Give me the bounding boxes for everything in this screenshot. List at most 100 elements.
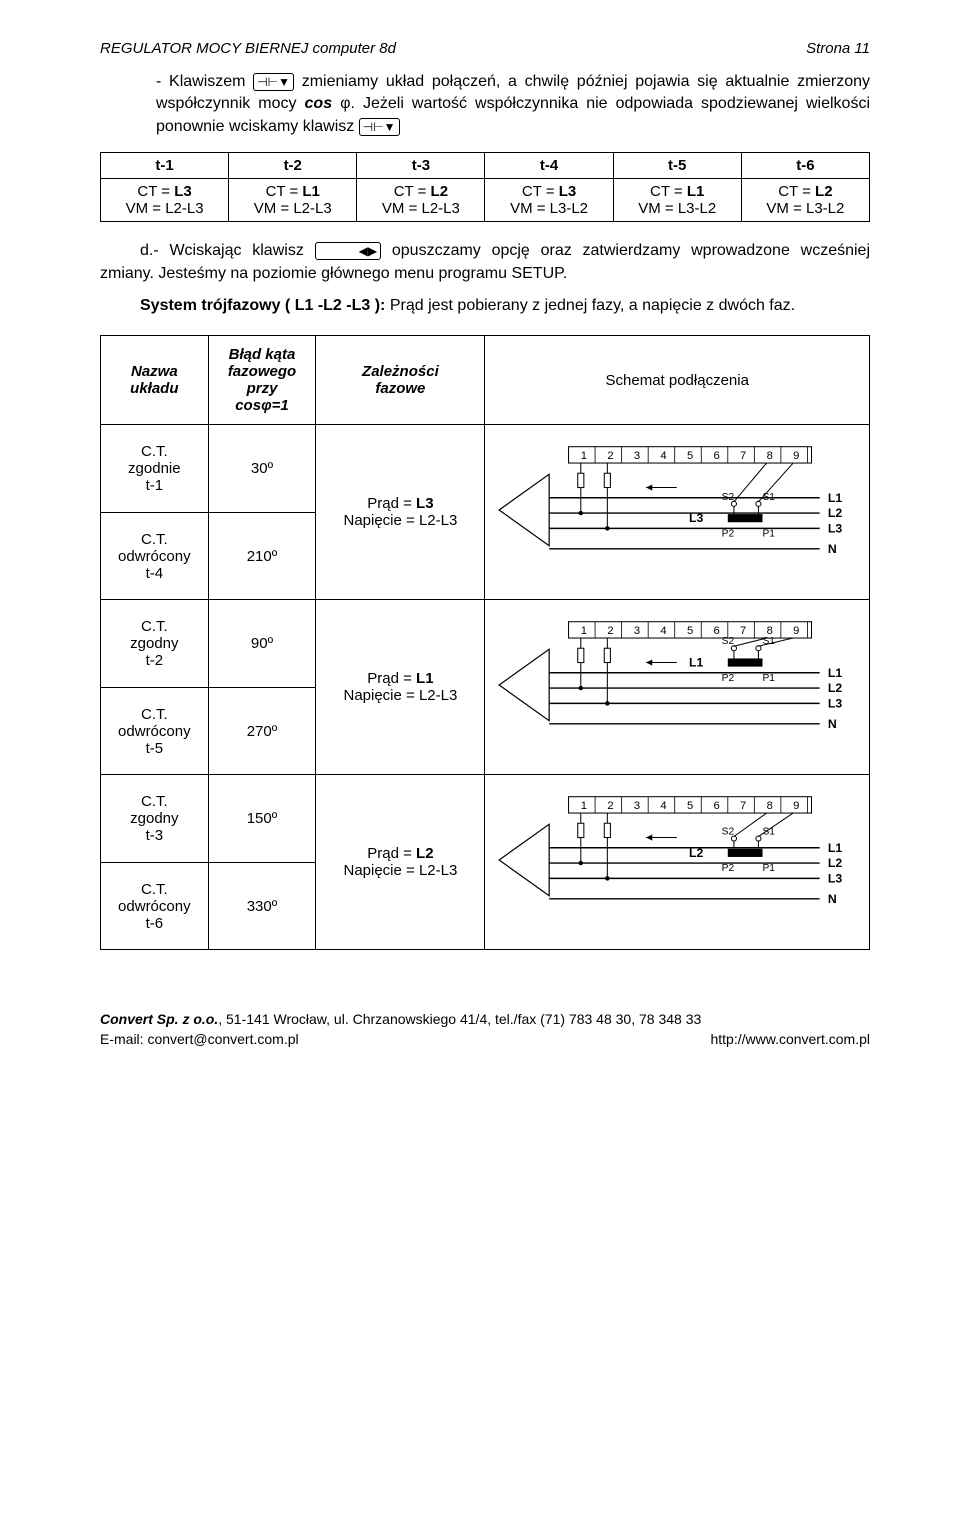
svg-text:4: 4 <box>661 625 667 637</box>
cell-schematic: 123456789L1L2L3NL3S2S1P2P1 <box>485 425 870 600</box>
svg-text:6: 6 <box>714 625 720 637</box>
cell: CT = L1 VM = L2-L3 <box>229 179 357 222</box>
th-t5: t-5 <box>613 153 741 179</box>
cell-ct: CT = L1 <box>235 183 350 200</box>
cell-name-b: C.T. odwrócony t-5 <box>101 687 209 775</box>
key-icon-3: ◀▶ <box>315 242 381 260</box>
lb: L1 <box>416 670 434 687</box>
svg-text:7: 7 <box>741 625 747 637</box>
cell-name-a: C.T. zgodnie t-1 <box>101 425 209 513</box>
l: Prąd = <box>367 845 416 862</box>
svg-text:8: 8 <box>767 800 773 812</box>
table-row: Nazwa układu Błąd kąta fazowego przy cos… <box>101 336 870 425</box>
svg-text:1: 1 <box>581 625 587 637</box>
page-header: REGULATOR MOCY BIERNEJ computer 8d Stron… <box>100 40 870 57</box>
l: Prąd = <box>367 495 416 512</box>
th-l2: układu <box>130 380 178 397</box>
l: zgodny <box>130 810 178 827</box>
th-t1: t-1 <box>101 153 229 179</box>
svg-text:S1: S1 <box>763 637 776 648</box>
table-row: C.T. zgodny t-2 90º Prąd = L1 Napięcie =… <box>101 600 870 688</box>
svg-text:2: 2 <box>608 450 614 462</box>
lb: L3 <box>416 495 434 512</box>
cell-angle-a: 150º <box>208 775 316 863</box>
th-l3: przy <box>247 380 278 397</box>
p1-phi: φ. <box>332 95 363 112</box>
cell-schematic: 123456789L1L2L3NL1S2S1P2P1 <box>485 600 870 775</box>
l: Prąd = <box>367 670 416 687</box>
svg-text:L3: L3 <box>828 872 842 886</box>
cell-name-a: C.T. zgodny t-3 <box>101 775 209 863</box>
paragraph-3: System trójfazowy ( L1 -L2 -L3 ): Prąd j… <box>100 295 870 317</box>
cell-vm: VM = L3-L2 <box>620 200 735 217</box>
svg-text:L2: L2 <box>689 846 703 860</box>
cell-ct-b: L3 <box>559 183 577 200</box>
svg-text:8: 8 <box>767 625 773 637</box>
svg-text:P2: P2 <box>722 864 735 875</box>
cell-schematic: 123456789L1L2L3NL2S2S1P2P1 <box>485 775 870 950</box>
table-row: t-1 t-2 t-3 t-4 t-5 t-6 <box>101 153 870 179</box>
table-row: C.T. zgodnie t-1 30º Prąd = L3 Napięcie … <box>101 425 870 513</box>
l: t-6 <box>146 915 164 932</box>
schematic-diagram: 123456789L1L2L3NL1S2S1P2P1 <box>493 610 861 760</box>
cell-ct: CT = L1 <box>620 183 735 200</box>
l: t-3 <box>146 827 164 844</box>
svg-text:L2: L2 <box>828 506 842 520</box>
cell-rel: Prąd = L2 Napięcie = L2-L3 <box>316 775 485 950</box>
cell: CT = L2 VM = L3-L2 <box>741 179 869 222</box>
svg-text:P1: P1 <box>763 864 776 875</box>
svg-text:5: 5 <box>687 625 693 637</box>
cell-vm: VM = L2-L3 <box>107 200 222 217</box>
table-systems: Nazwa układu Błąd kąta fazowego przy cos… <box>100 335 870 950</box>
cell-vm: VM = L3-L2 <box>491 200 606 217</box>
th-schemat: Schemat podłączenia <box>485 336 870 425</box>
svg-text:6: 6 <box>714 800 720 812</box>
l: Napięcie = L2-L3 <box>343 512 457 529</box>
cell-ct: CT = L2 <box>748 183 863 200</box>
cell-vm: VM = L3-L2 <box>748 200 863 217</box>
cell-rel: Prąd = L1 Napięcie = L2-L3 <box>316 600 485 775</box>
cell: CT = L3 VM = L2-L3 <box>101 179 229 222</box>
key-icon-1: ⊣⊢▼ <box>253 73 294 91</box>
cell: CT = L1 VM = L3-L2 <box>613 179 741 222</box>
lb: L2 <box>416 845 434 862</box>
footer-email: E-mail: convert@convert.com.pl <box>100 1030 299 1050</box>
svg-text:2: 2 <box>608 800 614 812</box>
table-row: C.T. zgodny t-3 150º Prąd = L2 Napięcie … <box>101 775 870 863</box>
l: C.T. <box>141 881 168 898</box>
cell-angle-b: 270º <box>208 687 316 775</box>
cell-ct-b: L1 <box>302 183 320 200</box>
th-nazwa: Nazwa układu <box>101 336 209 425</box>
footer: Convert Sp. z o.o., 51-141 Wrocław, ul. … <box>100 1010 870 1049</box>
svg-text:9: 9 <box>794 450 800 462</box>
svg-text:N: N <box>828 717 837 731</box>
l: t-1 <box>146 477 164 494</box>
cell: CT = L3 VM = L3-L2 <box>485 179 613 222</box>
th-l1: Błąd kąta <box>229 346 296 363</box>
th-t4: t-4 <box>485 153 613 179</box>
header-left: REGULATOR MOCY BIERNEJ computer 8d <box>100 40 396 57</box>
svg-text:N: N <box>828 892 837 906</box>
table-connections: t-1 t-2 t-3 t-4 t-5 t-6 CT = L3 VM = L2-… <box>100 152 870 222</box>
cell-rel: Prąd = L3 Napięcie = L2-L3 <box>316 425 485 600</box>
l: odwrócony <box>118 723 191 740</box>
l: C.T. <box>141 706 168 723</box>
page-container: REGULATOR MOCY BIERNEJ computer 8d Stron… <box>0 0 960 1090</box>
footer-line1: Convert Sp. z o.o., 51-141 Wrocław, ul. … <box>100 1010 870 1030</box>
footer-addr: , 51-141 Wrocław, ul. Chrzanowskiego 41/… <box>218 1011 701 1027</box>
cell-ct: CT = L2 <box>363 183 478 200</box>
svg-text:1: 1 <box>581 800 587 812</box>
svg-text:S2: S2 <box>722 492 735 503</box>
svg-text:L3: L3 <box>828 522 842 536</box>
l: C.T. <box>141 443 168 460</box>
l: C.T. <box>141 793 168 810</box>
paragraph-2: d.- Wciskając klawisz ◀▶ opuszczamy opcj… <box>100 240 870 285</box>
cell-ct-b: L2 <box>431 183 449 200</box>
svg-text:9: 9 <box>794 625 800 637</box>
svg-text:3: 3 <box>634 800 640 812</box>
schematic-diagram: 123456789L1L2L3NL3S2S1P2P1 <box>493 435 861 585</box>
schematic-diagram: 123456789L1L2L3NL2S2S1P2P1 <box>493 785 861 935</box>
key-icon-2: ⊣⊢▼ <box>359 118 400 136</box>
svg-text:7: 7 <box>741 450 747 462</box>
svg-text:P1: P1 <box>763 529 776 540</box>
